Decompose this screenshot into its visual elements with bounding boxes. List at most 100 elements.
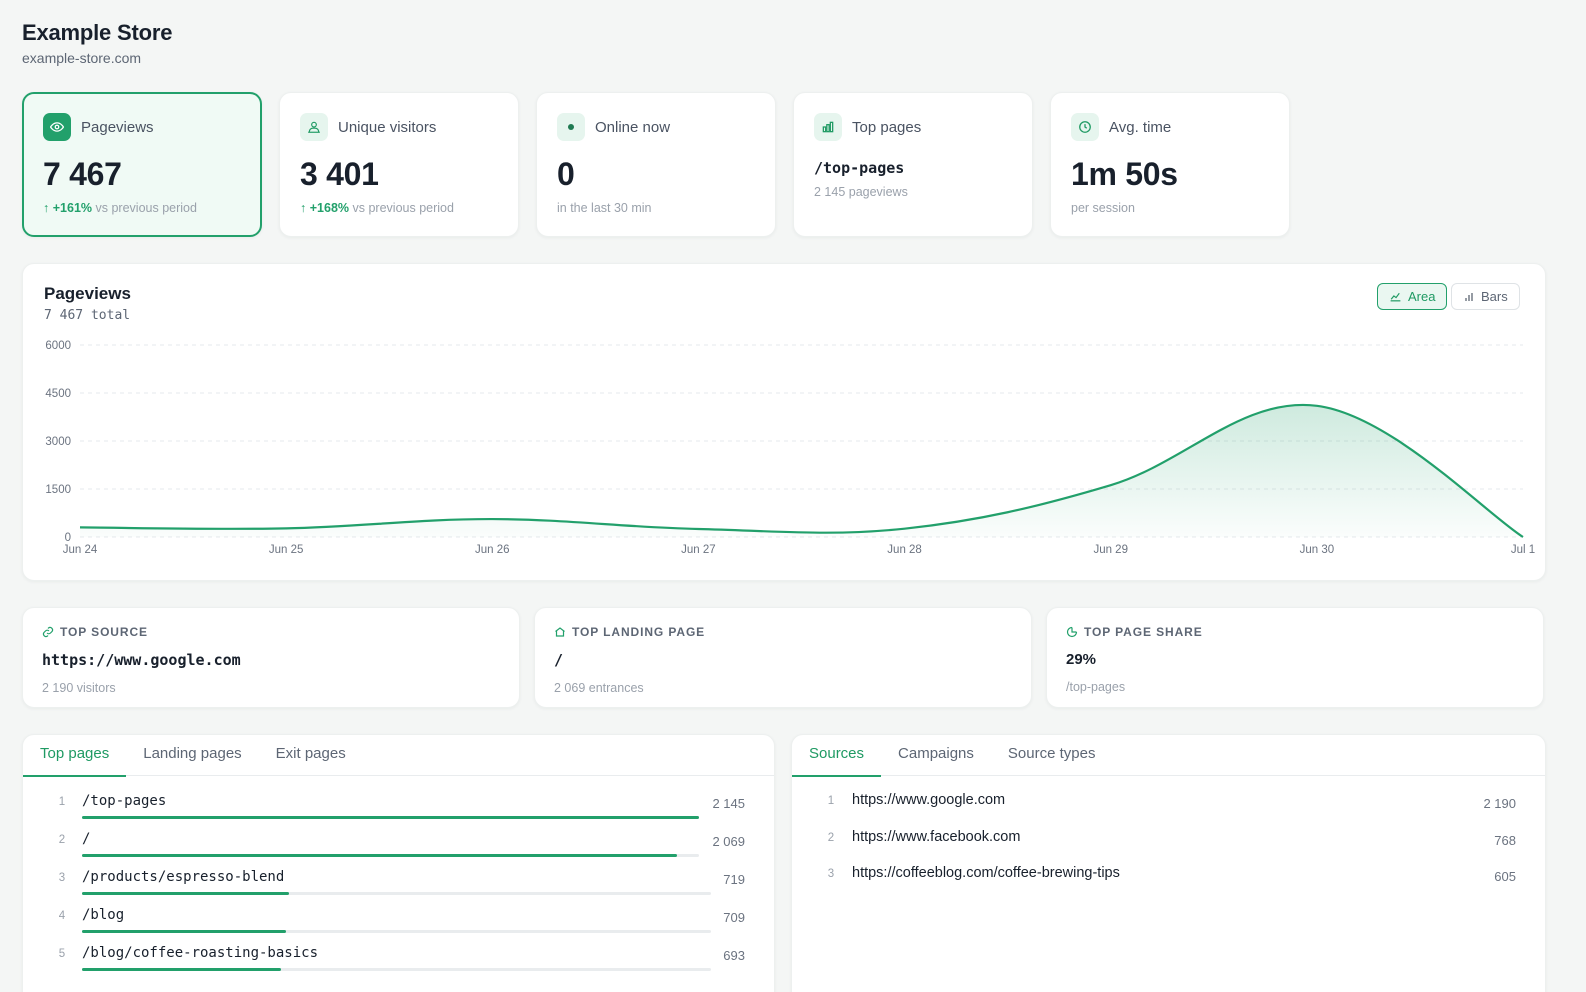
row-share-fill bbox=[82, 892, 289, 895]
row-source[interactable]: https://www.google.com bbox=[852, 792, 1006, 808]
table-row[interactable]: 1/top-pages 2 145 bbox=[23, 776, 774, 819]
row-share-track bbox=[82, 854, 699, 857]
clock-icon bbox=[1071, 113, 1099, 141]
stat-value: 3 401 bbox=[300, 156, 379, 192]
highlight-sub: /top-pages bbox=[1066, 680, 1126, 694]
stat-label: Unique visitors bbox=[338, 118, 437, 136]
table-row[interactable]: 4/blog 709 bbox=[23, 890, 774, 933]
stat-value: 7 467 bbox=[43, 156, 122, 192]
data-point bbox=[78, 525, 82, 529]
row-count: 719 bbox=[723, 872, 745, 887]
stat-sub: per session bbox=[1071, 201, 1135, 215]
data-point bbox=[490, 517, 494, 521]
stat-sub: vs previous period bbox=[95, 201, 197, 215]
x-tick-label: Jun 27 bbox=[681, 544, 716, 556]
bars-toggle-label: Bars bbox=[1481, 289, 1508, 304]
highlight-label: TOP SOURCE bbox=[60, 625, 148, 639]
stat-change-value: +168% bbox=[309, 201, 350, 215]
stat-change-value: +161% bbox=[52, 201, 93, 215]
row-source[interactable]: https://coffeeblog.com/coffee-brewing-ti… bbox=[852, 865, 1120, 881]
row-rank: 4 bbox=[58, 910, 66, 922]
y-tick-label: 6000 bbox=[45, 340, 71, 352]
tab-campaigns[interactable]: Campaigns bbox=[898, 745, 974, 762]
y-tick-label: 0 bbox=[65, 532, 71, 544]
table-row[interactable]: 3/products/espresso-blend 719 bbox=[23, 852, 774, 895]
tab-top-pages[interactable]: Top pages bbox=[23, 735, 127, 777]
row-share-fill bbox=[82, 816, 699, 819]
tab-exit-pages[interactable]: Exit pages bbox=[275, 745, 346, 762]
row-share-track bbox=[82, 930, 711, 933]
area-chart-icon bbox=[1390, 292, 1401, 302]
x-tick-label: Jun 25 bbox=[269, 544, 304, 556]
highlight-sub: 2 069 entrances bbox=[554, 681, 644, 695]
row-share-track bbox=[82, 816, 699, 819]
table-row[interactable]: 3 https://coffeeblog.com/coffee-brewing-t… bbox=[792, 849, 1545, 887]
y-tick-label: 1500 bbox=[45, 484, 71, 496]
row-share-fill bbox=[82, 930, 286, 933]
row-share-track bbox=[82, 968, 711, 971]
tab-source-types[interactable]: Source types bbox=[1007, 745, 1096, 762]
row-count: 2 145 bbox=[712, 796, 745, 811]
top-landing-page-card: TOP LANDING PAGE / 2 069 entrances bbox=[534, 607, 1032, 708]
tab-landing-pages[interactable]: Landing pages bbox=[143, 745, 242, 762]
data-point bbox=[1109, 483, 1113, 487]
online-dot-icon bbox=[557, 113, 585, 141]
data-point bbox=[696, 527, 700, 531]
pages-panel: Top pages Landing pages Exit pages 1/top… bbox=[22, 734, 775, 992]
highlight-cards: TOP SOURCE https://www.google.com 2 190 … bbox=[22, 607, 1544, 708]
site-header: Example Store example-store.com bbox=[22, 20, 172, 66]
link-icon bbox=[42, 626, 54, 638]
table-row[interactable]: 2 https://www.facebook.com 768 bbox=[792, 813, 1545, 851]
x-tick-label: Jun 30 bbox=[1300, 544, 1335, 556]
row-count: 2 069 bbox=[712, 834, 745, 849]
stat-card-online-now[interactable]: Online now 0 in the last 30 min bbox=[536, 92, 776, 237]
row-path[interactable]: /blog/coffee-roasting-basics bbox=[82, 945, 319, 961]
row-path[interactable]: /blog bbox=[82, 907, 125, 923]
data-point bbox=[1315, 404, 1319, 408]
row-rank: 5 bbox=[58, 948, 66, 960]
table-row[interactable]: 5/blog/coffee-roasting-basics 693 bbox=[23, 928, 774, 971]
highlight-label: TOP LANDING PAGE bbox=[572, 625, 706, 639]
arrow-up-icon: ↑ bbox=[300, 201, 307, 215]
table-row[interactable]: 2 / 2 069 bbox=[23, 814, 774, 857]
stat-card-unique-visitors[interactable]: Unique visitors 3 401 ↑ +168% vs previou… bbox=[279, 92, 519, 237]
bar-chart-icon bbox=[814, 113, 842, 141]
stat-value: /top-pages bbox=[814, 159, 905, 177]
sources-tabs: Sources Campaigns Source types bbox=[792, 735, 1545, 777]
pie-icon bbox=[1066, 626, 1078, 638]
row-path[interactable]: /products/espresso-blend bbox=[82, 869, 285, 885]
area-toggle-button[interactable]: Area bbox=[1377, 283, 1448, 310]
pageviews-chart-card: Pageviews 7 467 total Area Bars 6000 4500… bbox=[22, 263, 1546, 581]
row-share-fill bbox=[82, 968, 281, 971]
top-page-share-card: TOP PAGE SHARE 29% /top-pages bbox=[1046, 607, 1544, 708]
table-row[interactable]: 1 https://www.google.com 2 190 bbox=[792, 776, 1545, 814]
row-source[interactable]: https://www.facebook.com bbox=[852, 828, 1021, 845]
x-tick-label: Jun 24 bbox=[63, 544, 98, 556]
row-rank: 2 bbox=[827, 831, 835, 844]
row-rank: 1 bbox=[58, 796, 66, 808]
bars-toggle-button[interactable]: Bars bbox=[1451, 283, 1520, 310]
stat-label: Top pages bbox=[852, 118, 922, 136]
row-share-fill bbox=[82, 854, 677, 857]
stat-label: Online now bbox=[595, 118, 671, 136]
stat-card-top-pages[interactable]: Top pages /top-pages 2 145 pageviews bbox=[793, 92, 1033, 237]
site-domain: example-store.com bbox=[22, 50, 142, 66]
tab-sources[interactable]: Sources bbox=[792, 735, 882, 777]
stat-card-pageviews[interactable]: Pageviews 7 467 ↑ +161% vs previous peri… bbox=[22, 92, 262, 237]
row-count: 605 bbox=[1494, 869, 1516, 884]
data-point bbox=[284, 526, 288, 530]
stat-card-avg-time[interactable]: Avg. time 1m 50s per session bbox=[1050, 92, 1290, 237]
series-line bbox=[79, 403, 1524, 538]
stat-label: Avg. time bbox=[1109, 118, 1172, 136]
y-tick-label: 3000 bbox=[45, 436, 71, 448]
highlight-value: / bbox=[554, 651, 564, 669]
row-rank: 3 bbox=[58, 872, 66, 884]
stat-cards: Pageviews 7 467 ↑ +161% vs previous peri… bbox=[22, 92, 1290, 237]
site-title: Example Store bbox=[22, 20, 173, 45]
row-path[interactable]: / bbox=[82, 831, 91, 847]
row-path[interactable]: /top-pages bbox=[82, 793, 167, 809]
x-tick-label: Jul 1 bbox=[1511, 544, 1535, 556]
series-area bbox=[80, 404, 1523, 537]
chart-title: Pageviews bbox=[44, 284, 131, 303]
highlight-value: https://www.google.com bbox=[42, 651, 241, 669]
